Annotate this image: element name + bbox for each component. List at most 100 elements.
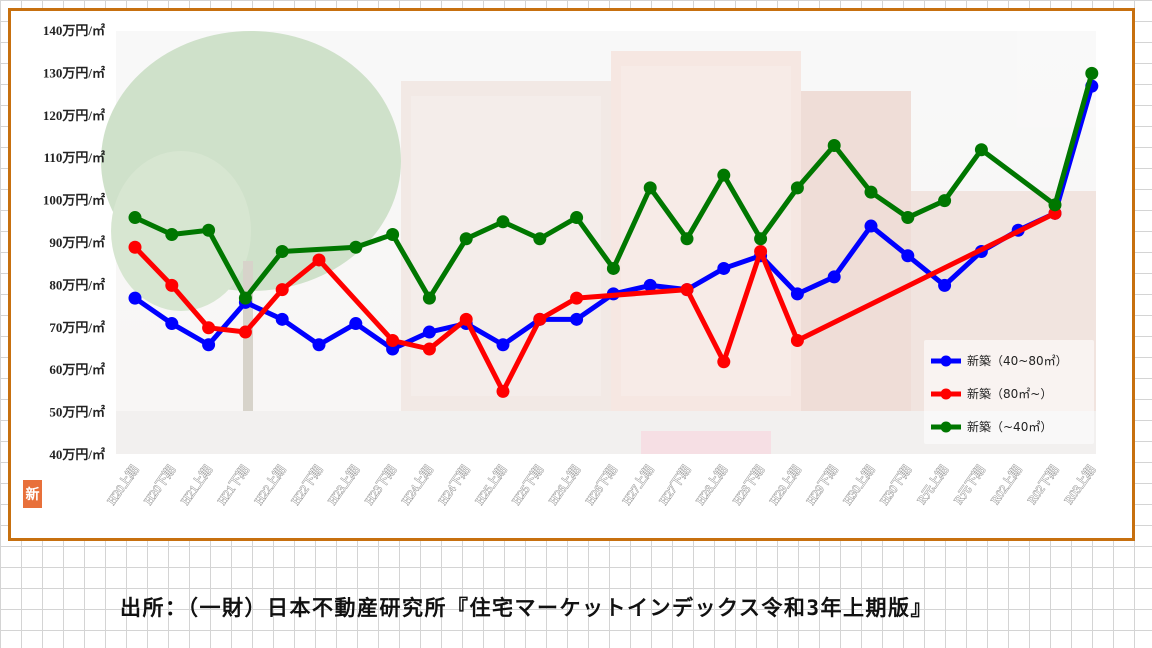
data-point [202, 223, 216, 237]
data-point [901, 211, 915, 225]
y-tick-label: 60万円/㎡ [49, 362, 105, 377]
series-3 [128, 66, 1099, 305]
x-tick-label: R03上期 [1062, 463, 1099, 507]
x-tick-label: H30下期 [877, 463, 914, 508]
x-tick-label: R元上期 [914, 463, 951, 507]
x-tick-label: H22下期 [288, 463, 325, 508]
data-point [606, 261, 620, 275]
data-point [680, 283, 694, 297]
data-point [128, 240, 142, 254]
x-tick-label: H22上期 [252, 463, 289, 508]
data-point [864, 219, 878, 233]
data-point [386, 228, 400, 242]
data-point [128, 211, 142, 225]
data-point [496, 384, 510, 398]
y-tick-label: 130万円/㎡ [43, 65, 105, 80]
x-tick-label: H21下期 [215, 463, 252, 508]
data-point [202, 321, 216, 335]
x-tick-label: H20下期 [141, 463, 178, 508]
data-point [422, 325, 436, 339]
data-point [128, 291, 142, 305]
data-point [275, 283, 289, 297]
logo-text: 新 [26, 486, 40, 503]
x-tick-label: H27上期 [620, 463, 657, 508]
legend-marker [940, 355, 952, 367]
y-tick-label: 90万円/㎡ [49, 235, 105, 250]
data-point [1085, 66, 1099, 80]
data-point [422, 342, 436, 356]
data-point [533, 232, 547, 246]
x-tick-label: H30上期 [840, 463, 877, 508]
y-tick-label: 50万円/㎡ [49, 405, 105, 420]
source-note: 出所：（一財）日本不動産研究所『住宅マーケットインデックス令和3年上期版』 [120, 596, 934, 620]
x-tick-label: R02下期 [1025, 463, 1062, 507]
y-tick-label: 70万円/㎡ [49, 320, 105, 335]
data-point [938, 194, 952, 208]
logo-badge: 新 [23, 480, 42, 508]
data-point [165, 228, 179, 242]
legend-label: 新築（80㎡~） [967, 386, 1052, 401]
data-point [165, 317, 179, 331]
data-point [790, 181, 804, 195]
data-point [974, 143, 988, 157]
series-2 [128, 206, 1062, 398]
x-tick-label: H23上期 [325, 463, 362, 508]
legend-marker [940, 421, 952, 433]
legend: 新築（40~80㎡） 新築（80㎡~） 新築（~40㎡） [924, 340, 1094, 444]
x-tick-label: H21上期 [178, 463, 215, 508]
line-chart: 40万円/㎡ 50万円/㎡ 60万円/㎡ 70万円/㎡ 80万円/㎡ 90万円/㎡ 100万… [23, 23, 1099, 508]
data-point [717, 355, 731, 369]
data-point [275, 312, 289, 326]
x-tick-label: H25下期 [509, 463, 546, 508]
data-point [312, 338, 326, 352]
x-tick-label: H24上期 [399, 463, 436, 508]
y-tick-label: 120万円/㎡ [43, 108, 105, 123]
y-axis-ticks: 40万円/㎡ 50万円/㎡ 60万円/㎡ 70万円/㎡ 80万円/㎡ 90万円/㎡ 100万… [43, 23, 105, 462]
x-tick-label: H29下期 [804, 463, 841, 508]
data-point [827, 138, 841, 152]
data-point [459, 312, 473, 326]
data-point [717, 168, 731, 182]
chart-frame: 40万円/㎡ 50万円/㎡ 60万円/㎡ 70万円/㎡ 80万円/㎡ 90万円/㎡ 100万… [8, 8, 1135, 541]
data-point [496, 338, 510, 352]
legend-label: 新築（40~80㎡） [967, 353, 1068, 368]
y-tick-label: 100万円/㎡ [43, 193, 105, 208]
x-tick-label: H24下期 [436, 463, 473, 508]
data-point [238, 291, 252, 305]
data-point [386, 334, 400, 348]
data-point [790, 334, 804, 348]
data-point [570, 211, 584, 225]
data-point [938, 278, 952, 292]
data-point [238, 325, 252, 339]
data-point [422, 291, 436, 305]
data-point [754, 244, 768, 258]
data-point [349, 317, 363, 331]
x-tick-label: H29上期 [767, 463, 804, 508]
data-point [754, 232, 768, 246]
x-axis-ticks: H20上期 H20下期 H21上期 H21下期 H22上期 H22下期 H23上期 H23下期… [104, 462, 1099, 508]
x-tick-label: H27下期 [656, 463, 693, 508]
x-tick-label: H26上期 [546, 463, 583, 508]
data-point [312, 253, 326, 267]
series-layer [128, 66, 1099, 398]
data-point [533, 312, 547, 326]
data-point [901, 249, 915, 263]
y-tick-label: 110万円/㎡ [44, 150, 105, 165]
x-tick-label: H23下期 [362, 463, 399, 508]
legend-marker [940, 388, 952, 400]
data-point [643, 181, 657, 195]
x-tick-label: H26下期 [583, 463, 620, 508]
y-tick-label: 40万円/㎡ [49, 447, 105, 462]
x-tick-label: R02上期 [988, 463, 1025, 507]
data-point [680, 232, 694, 246]
y-tick-label: 80万円/㎡ [49, 277, 105, 292]
data-point [275, 244, 289, 258]
data-point [459, 232, 473, 246]
data-point [717, 261, 731, 275]
x-tick-label: H25上期 [472, 463, 509, 508]
data-point [165, 278, 179, 292]
x-tick-label: H20上期 [104, 463, 141, 508]
data-point [1048, 198, 1062, 212]
x-tick-label: R元下期 [951, 463, 988, 507]
legend-label: 新築（~40㎡） [967, 419, 1052, 434]
